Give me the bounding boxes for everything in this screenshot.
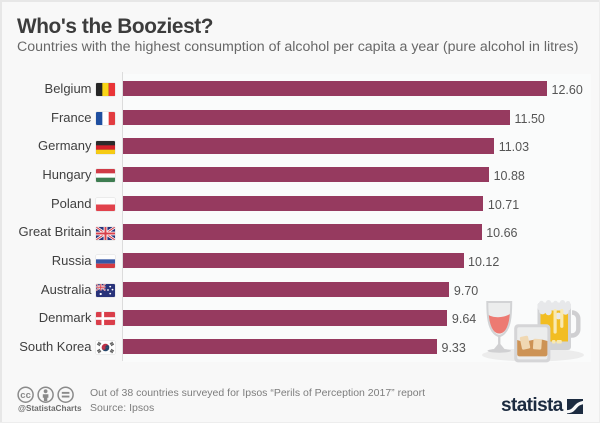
svg-text:cc: cc: [20, 390, 31, 401]
